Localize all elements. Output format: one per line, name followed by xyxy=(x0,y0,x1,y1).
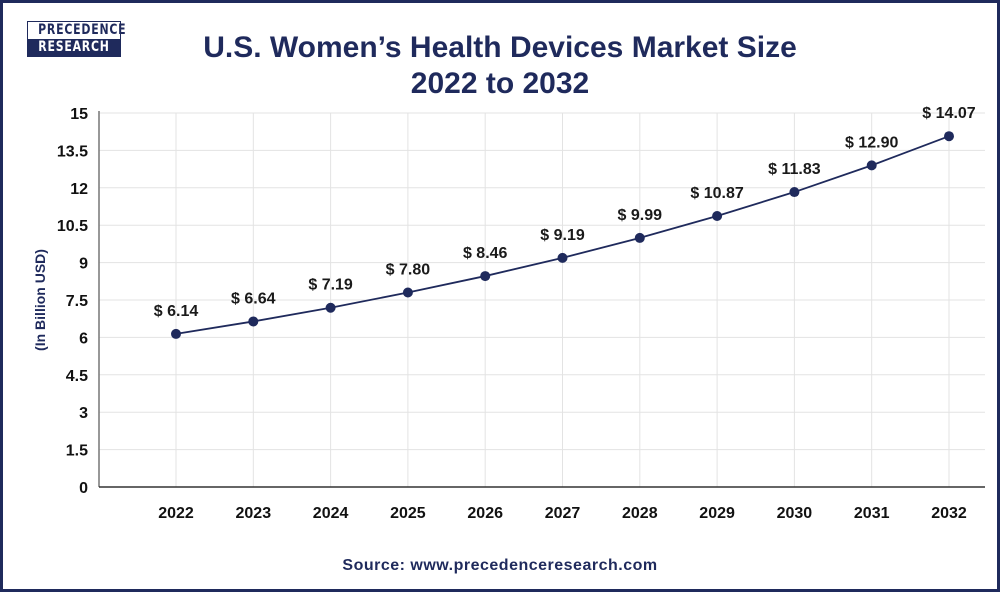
data-point xyxy=(866,160,877,171)
y-tick-label: 1.5 xyxy=(66,443,88,460)
data-point xyxy=(944,131,954,142)
x-tick-label: 2032 xyxy=(931,505,967,522)
data-label: $ 9.99 xyxy=(618,207,663,224)
chart-subtitle: 2022 to 2032 xyxy=(410,67,590,100)
data-point xyxy=(248,316,259,327)
data-label: $ 8.46 xyxy=(463,245,508,262)
y-tick-label: 10.5 xyxy=(57,218,88,235)
x-tick-label: 2031 xyxy=(854,505,890,522)
y-tick-label: 13.5 xyxy=(57,143,88,160)
y-tick-label: 4.5 xyxy=(66,368,88,385)
data-label: $ 10.87 xyxy=(690,185,743,202)
y-tick-label: 3 xyxy=(79,405,88,422)
data-label: $ 7.80 xyxy=(386,262,431,279)
data-label: $ 12.90 xyxy=(845,134,898,151)
data-label: $ 6.64 xyxy=(231,290,276,307)
data-point xyxy=(712,210,723,221)
logo-line-1: PRECEDENCE xyxy=(38,22,127,39)
y-tick-label: 6 xyxy=(79,330,88,347)
y-tick-label: 12 xyxy=(70,181,88,198)
data-point xyxy=(480,271,491,282)
x-tick-label: 2028 xyxy=(622,505,658,522)
data-point xyxy=(402,287,413,298)
chart-title: U.S. Women’s Health Devices Market Size xyxy=(203,31,797,64)
x-tick-label: 2024 xyxy=(313,505,349,522)
data-label: $ 11.83 xyxy=(768,161,821,178)
x-tick-label: 2022 xyxy=(158,505,194,522)
x-tick-label: 2023 xyxy=(236,505,272,522)
y-tick-label: 9 xyxy=(79,256,88,273)
x-tick-label: 2027 xyxy=(545,505,581,522)
data-point xyxy=(634,232,645,243)
logo-line-2: RESEARCH xyxy=(27,39,121,56)
x-tick-label: 2030 xyxy=(777,505,813,522)
x-tick-label: 2025 xyxy=(390,505,426,522)
data-point xyxy=(171,328,181,339)
y-tick-label: 7.5 xyxy=(66,293,88,310)
data-point xyxy=(325,302,336,313)
x-tick-label: 2029 xyxy=(699,505,735,522)
x-tick-label: 2026 xyxy=(467,505,503,522)
data-label: $ 7.19 xyxy=(308,277,353,294)
y-axis-label: (In Billion USD) xyxy=(32,249,48,351)
data-label: $ 6.14 xyxy=(154,303,199,320)
precedence-research-logo: PRECEDENCE RESEARCH xyxy=(27,21,127,57)
y-tick-label: 15 xyxy=(70,106,88,123)
data-point xyxy=(789,187,800,198)
data-point xyxy=(557,252,568,263)
data-label: $ 9.19 xyxy=(540,227,585,244)
data-label: $ 14.07 xyxy=(922,105,975,122)
source-text: Source: www.precedenceresearch.com xyxy=(342,557,658,574)
y-tick-label: 0 xyxy=(79,480,88,497)
